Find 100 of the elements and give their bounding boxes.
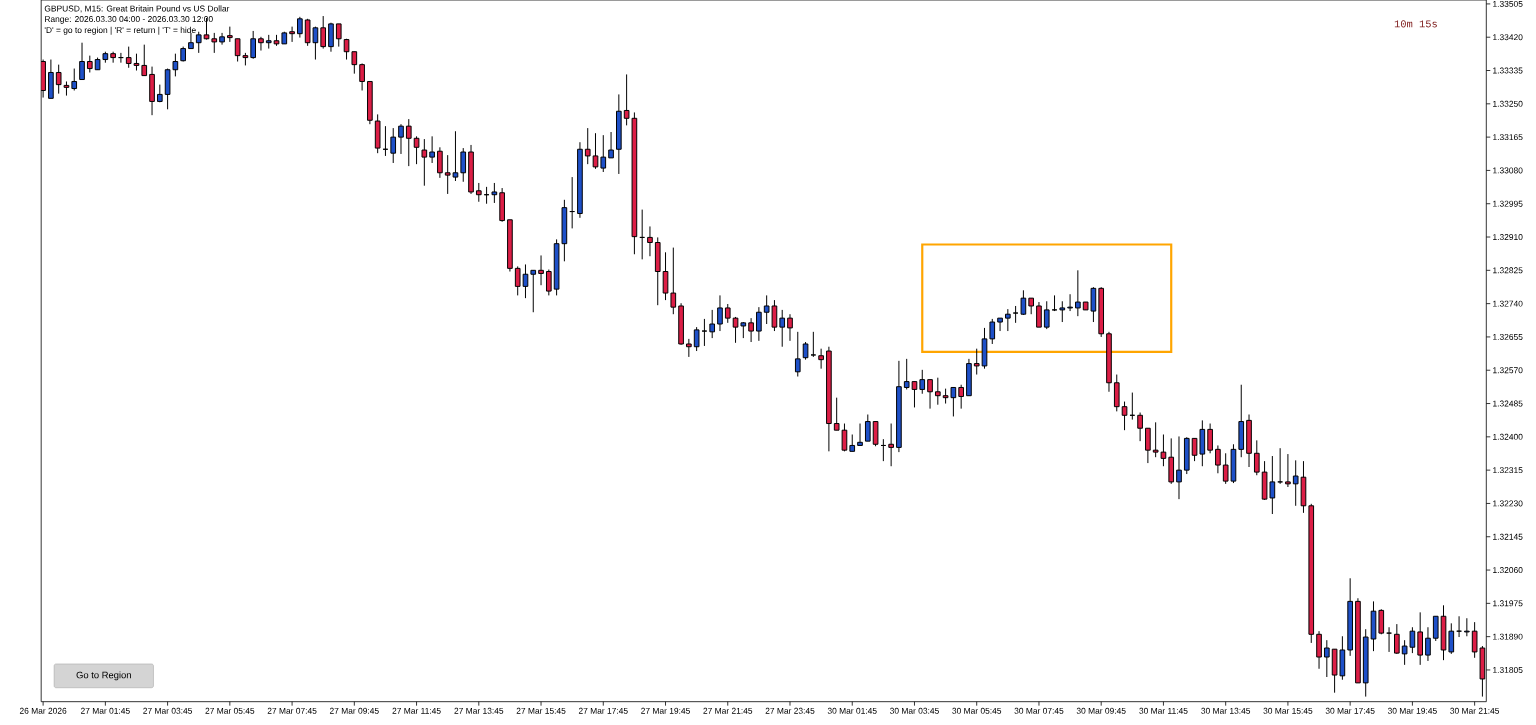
x-tick-label: 27 Mar 09:45: [329, 708, 379, 715]
candlestick: [545, 269, 552, 297]
candlestick: [1059, 301, 1066, 323]
candlestick: [359, 63, 365, 92]
y-tick-label: 1.31975: [1493, 600, 1523, 607]
candlestick: [989, 318, 996, 345]
y-tick-label: 1.33420: [1493, 34, 1523, 41]
x-tick-label: 30 Mar 21:45: [1450, 708, 1500, 715]
x-tick-label: 30 Mar 15:45: [1263, 708, 1313, 715]
x-tick-label: 27 Mar 01:45: [80, 708, 130, 715]
candlestick: [709, 309, 716, 339]
y-tick-label: 1.32145: [1493, 533, 1523, 540]
candlestick: [1394, 623, 1400, 655]
candlestick: [794, 331, 801, 378]
candlestick: [1425, 626, 1431, 662]
candlestick: [748, 317, 754, 343]
x-tick-label: 27 Mar 05:45: [205, 708, 255, 715]
y-tick-label: 1.33250: [1493, 101, 1523, 108]
y-tick-label: 1.32230: [1493, 500, 1523, 507]
candlestick: [756, 306, 762, 342]
x-tick-label: 30 Mar 17:45: [1325, 708, 1375, 715]
x-tick-label: 27 Mar 11:45: [392, 708, 441, 715]
candlestick: [1432, 616, 1439, 642]
candlestick: [1121, 401, 1128, 431]
candlestick: [211, 32, 218, 54]
candlestick: [787, 313, 793, 342]
y-tick-label: 1.32910: [1493, 234, 1523, 241]
candlestick: [195, 31, 202, 54]
candlestick: [429, 136, 435, 164]
candlestick: [71, 68, 78, 92]
candlestick: [779, 309, 786, 348]
candlestick: [530, 270, 537, 313]
candlestick: [289, 26, 295, 43]
x-tick-label: 27 Mar 07:45: [267, 708, 317, 715]
candlestick: [1036, 301, 1042, 328]
candlestick: [1378, 608, 1385, 636]
candlestick: [413, 136, 420, 165]
candlestick: [55, 64, 62, 95]
candlestick: [724, 303, 731, 324]
candlestick: [997, 317, 1003, 332]
candlestick: [584, 127, 591, 165]
candlestick: [398, 123, 404, 155]
candlestick: [693, 326, 700, 352]
x-tick-label: 30 Mar 03:45: [890, 708, 939, 715]
candlestick: [647, 226, 653, 257]
y-tick-label: 1.32315: [1493, 467, 1523, 474]
x-tick-label: 30 Mar 07:45: [1014, 708, 1064, 715]
candlestick: [686, 338, 692, 358]
candlestick: [608, 131, 614, 159]
x-tick-label: 30 Mar 05:45: [952, 708, 1002, 715]
x-tick-label: 30 Mar 09:45: [1076, 708, 1126, 715]
x-tick-label: 27 Mar 17:45: [578, 708, 628, 715]
x-tick-label: 27 Mar 23:45: [765, 708, 815, 715]
candlestick: [1113, 374, 1120, 413]
candlestick: [320, 15, 327, 50]
y-tick-label: 1.33165: [1493, 134, 1523, 141]
candlestick: [919, 369, 926, 395]
candlestick: [1137, 412, 1143, 442]
candlestick: [188, 32, 194, 50]
x-tick-label: 27 Mar 13:45: [454, 708, 504, 715]
candlestick: [857, 423, 863, 447]
candlestick: [1075, 270, 1081, 317]
candlestick: [927, 379, 933, 410]
y-tick-label: 1.33335: [1493, 67, 1523, 74]
candlestick: [934, 377, 941, 406]
y-tick-label: 1.32740: [1493, 300, 1523, 307]
x-tick-label: 27 Mar 15:45: [516, 708, 566, 715]
candlestick: [864, 414, 871, 442]
candlestick: [1043, 301, 1050, 330]
candlestick: [437, 147, 443, 179]
candlestick: [1005, 308, 1011, 332]
y-tick-label: 1.33505: [1493, 1, 1523, 8]
candlestick: [1323, 639, 1330, 678]
candlestick: [258, 36, 264, 52]
candlestick: [818, 348, 824, 370]
candlestick: [1464, 617, 1470, 637]
candlestick: [79, 42, 85, 81]
y-tick-label: 1.31805: [1493, 667, 1523, 674]
x-tick-label: 30 Mar 01:45: [827, 708, 877, 715]
candlestick: [405, 118, 412, 167]
candlestick: [600, 134, 607, 173]
text: GBPUSD, M15: Great Britain Pound vs US Dollar: [44, 5, 230, 13]
candlestick: [491, 182, 498, 204]
candlestick: [1145, 427, 1151, 464]
candlestick: [335, 23, 342, 48]
candlestick: [141, 44, 148, 77]
x-tick-label: 30 Mar 13:45: [1201, 708, 1251, 715]
candlestick: [1285, 453, 1291, 488]
candlestick: [1215, 445, 1221, 474]
annotation: 'D' = go to region | 'R' = return | 'T' = hide: [44, 27, 196, 35]
candlestick: [810, 331, 817, 358]
y-tick-label: 1.32655: [1493, 334, 1523, 341]
candlestick: [592, 132, 599, 170]
candlestick: [1067, 293, 1073, 312]
candlestick: [1417, 612, 1424, 666]
y-tick-label: 1.32825: [1493, 267, 1523, 274]
x-tick-label: 27 Mar 19:45: [641, 708, 690, 715]
candlestick: [110, 51, 116, 64]
candlestick: [297, 16, 303, 39]
candlestick: [390, 127, 397, 164]
